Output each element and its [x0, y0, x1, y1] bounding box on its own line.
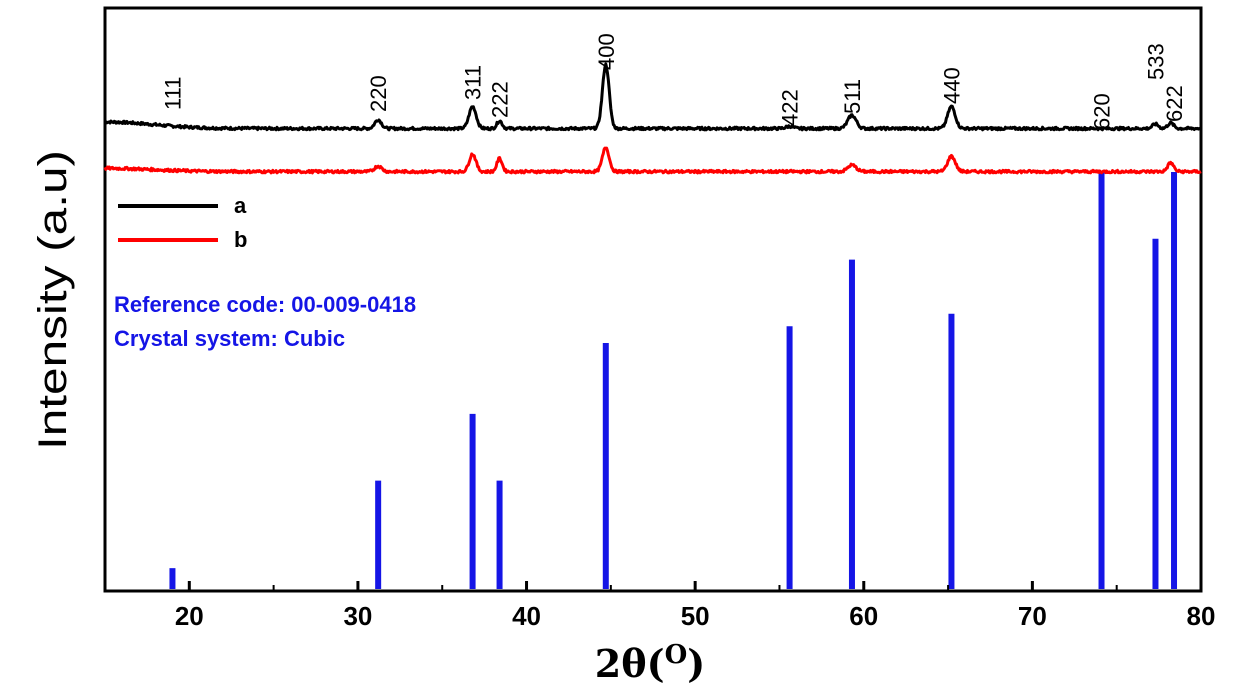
- x-axis: 20 30 40 50 60 70 80: [175, 581, 1216, 631]
- y-axis-title: Intensity (a.u): [31, 150, 75, 450]
- x-tick-label-2: 40: [512, 601, 541, 631]
- series-line-b: [103, 146, 1202, 175]
- reference-lines: [169, 172, 1178, 589]
- legend-label-a: a: [234, 193, 247, 218]
- peak-label-0: 111: [160, 77, 185, 110]
- peak-label-7: 440: [939, 67, 964, 104]
- peak-label-4: 400: [594, 33, 619, 70]
- x-axis-title-close: ): [687, 641, 705, 686]
- x-tick-label-0: 20: [175, 601, 204, 631]
- series-group: [103, 62, 1202, 175]
- x-axis-title: 2θ(O): [595, 640, 705, 686]
- x-tick-label-6: 80: [1187, 601, 1216, 631]
- peak-label-6: 511: [840, 79, 865, 114]
- x-axis-title-sup: O: [665, 640, 688, 670]
- x-tick-label-4: 60: [849, 601, 878, 631]
- x-tick-label-3: 50: [681, 601, 710, 631]
- peak-label-10: 622: [1162, 85, 1187, 122]
- peak-label-8: 620: [1090, 93, 1115, 130]
- peak-label-9: 533: [1144, 43, 1169, 80]
- peak-label-1: 220: [366, 75, 391, 112]
- legend: a b: [118, 193, 247, 252]
- peak-label-5: 422: [778, 89, 803, 126]
- peak-labels: 111 220 311 222 400 422 511 440 620 533 622: [160, 33, 1187, 130]
- legend-label-b: b: [234, 227, 247, 252]
- reference-code-label: Reference code: 00-009-0418: [114, 292, 416, 317]
- crystal-system-label: Crystal system: Cubic: [114, 326, 345, 351]
- x-tick-label-1: 30: [343, 601, 372, 631]
- x-axis-title-main: 2θ(: [595, 641, 665, 686]
- peak-label-3: 222: [488, 81, 513, 118]
- series-line-a: [104, 62, 1202, 132]
- x-tick-label-5: 70: [1018, 601, 1047, 631]
- plot-frame: [103, 6, 1203, 593]
- peak-label-2: 311: [461, 65, 486, 100]
